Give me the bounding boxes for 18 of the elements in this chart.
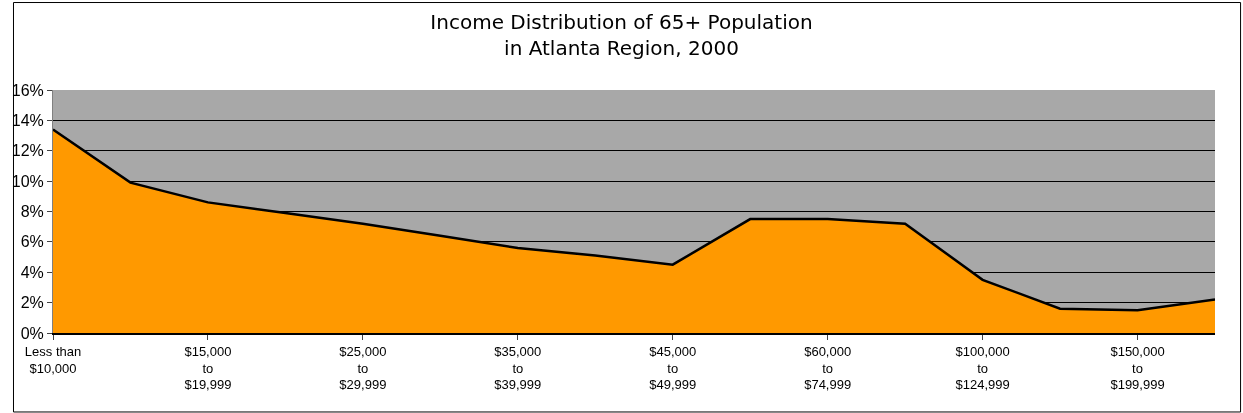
- y-tick-label: 14%: [11, 111, 44, 129]
- x-tick-label: $45,000 to $49,999: [649, 343, 697, 393]
- chart-title: Income Distribution of 65+ Population in Atlanta Region, 2000: [430, 9, 813, 60]
- x-tick-label: Less than $10,000: [24, 343, 82, 376]
- x-tick-label: $35,000 to $39,999: [494, 343, 542, 393]
- y-tick-label: 4%: [20, 263, 44, 281]
- x-tick-label: $25,000 to $29,999: [339, 343, 387, 393]
- y-tick-label: 16%: [11, 81, 44, 99]
- y-tick-label: 12%: [11, 142, 44, 160]
- x-tick-label: $100,000 to $124,999: [955, 343, 1010, 393]
- x-tick-label: $60,000 to $74,999: [804, 343, 852, 393]
- y-tick-label: 10%: [11, 172, 44, 190]
- y-tick-label: 0%: [20, 324, 44, 342]
- y-tick-label: 8%: [20, 203, 44, 221]
- y-tick-label: 6%: [20, 233, 44, 251]
- y-tick-label: 2%: [20, 294, 44, 312]
- x-tick-label: $15,000 to $19,999: [184, 343, 232, 393]
- x-tick-label: $150,000 to $199,999: [1110, 343, 1165, 393]
